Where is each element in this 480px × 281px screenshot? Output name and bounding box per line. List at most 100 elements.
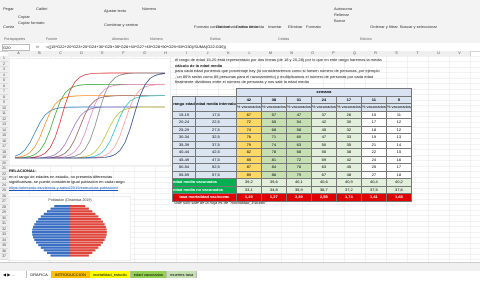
column-header[interactable]: L xyxy=(239,51,261,56)
column-header[interactable]: V xyxy=(449,51,471,56)
row-header[interactable]: 30 xyxy=(0,215,8,221)
row-header[interactable]: 20 xyxy=(0,160,8,166)
column-header[interactable]: R xyxy=(365,51,387,56)
column-header[interactable]: M xyxy=(260,51,282,56)
column-header[interactable]: K xyxy=(218,51,240,56)
column-header[interactable]: F xyxy=(113,51,135,56)
column-header[interactable]: A xyxy=(8,51,30,56)
tab-nav[interactable]: ◀ ▶ … xyxy=(0,271,27,278)
row-header[interactable]: 22 xyxy=(0,171,8,177)
sheet-tab[interactable]: INTRODUCCION xyxy=(51,271,90,278)
column-header[interactable]: E xyxy=(92,51,114,56)
pct-cell: 18 xyxy=(385,170,412,179)
row-header[interactable]: 21 xyxy=(0,166,8,172)
ribbon-button[interactable]: Cortar xyxy=(3,24,15,29)
sheet-tab[interactable]: mortalidad_estudio xyxy=(89,271,131,278)
ribbon-button[interactable]: Autosuma xyxy=(334,6,353,11)
row-header[interactable]: 32 xyxy=(0,226,8,232)
sheet-tab[interactable]: muertes tasa xyxy=(167,271,198,278)
row-header[interactable]: 35 xyxy=(0,243,8,249)
column-header[interactable]: B xyxy=(29,51,51,56)
note-line: en el rango de edades en estudio, no pre… xyxy=(9,173,113,179)
row-header[interactable]: 17 xyxy=(0,144,8,150)
ribbon-button[interactable]: Ajustar texto xyxy=(104,8,127,13)
ribbon-button[interactable]: Buscar y seleccionar xyxy=(400,24,437,29)
ribbon-button[interactable]: Combinar y centrar xyxy=(104,22,139,27)
ribbon-button[interactable]: Borrar xyxy=(334,18,346,23)
row-header[interactable]: 27 xyxy=(0,199,8,205)
row-header[interactable]: 36 xyxy=(0,248,8,254)
ribbon-button[interactable]: Pegar xyxy=(3,6,14,11)
sheet-tab[interactable]: edad vacunados xyxy=(130,271,168,278)
row-header[interactable]: 2 xyxy=(0,61,8,67)
ribbon-button[interactable]: Insertar xyxy=(268,24,282,29)
summary-cell: 40,4 xyxy=(360,178,387,187)
row-header[interactable]: 29 xyxy=(0,210,8,216)
ribbon-button[interactable]: Copiar xyxy=(18,14,30,19)
column-header[interactable]: I xyxy=(176,51,198,56)
pct-cell: 55 xyxy=(310,148,337,157)
row-header[interactable]: 6 xyxy=(0,83,8,89)
row-header[interactable]: 23 xyxy=(0,177,8,183)
column-header[interactable]: J xyxy=(197,51,219,56)
column-header[interactable]: H xyxy=(155,51,177,56)
row-header[interactable]: 4 xyxy=(0,72,8,78)
row-header[interactable]: 7 xyxy=(0,89,8,95)
sheet-tab[interactable]: GRAFICA xyxy=(27,271,52,278)
row-header[interactable]: 37 xyxy=(0,254,8,260)
ribbon: Pegar Cortar Copiar Copiar formato Calibri Aj… xyxy=(0,0,480,44)
row-header[interactable]: 14 xyxy=(0,127,8,133)
row-header[interactable]: 31 xyxy=(0,221,8,227)
formula-text[interactable]: =((15*G22+20*G23+25*G24+30*G25+35*G26+40… xyxy=(46,44,227,49)
summary-cell: 2,55 xyxy=(310,193,337,202)
explanation: el rango de edad 15-20 está representado… xyxy=(175,57,382,85)
summary-cell: 33,1 xyxy=(235,185,262,194)
row-header[interactable]: 5 xyxy=(0,78,8,84)
row-header[interactable]: 10 xyxy=(0,105,8,111)
row-header[interactable]: 34 xyxy=(0,237,8,243)
column-header[interactable]: G xyxy=(134,51,156,56)
hyperlink[interactable]: https://elmundo.es/ciencia-y-salud/2019/… xyxy=(9,184,118,190)
row-header[interactable]: 33 xyxy=(0,232,8,238)
ribbon-button[interactable]: Formato xyxy=(306,24,321,29)
column-header[interactable]: C xyxy=(50,51,72,56)
column-header[interactable]: N xyxy=(281,51,303,56)
table-row: % vacunados% vacunados% vacunados% vacun… xyxy=(173,103,412,112)
row-header[interactable]: 24 xyxy=(0,182,8,188)
row-header[interactable]: 25 xyxy=(0,188,8,194)
row-header[interactable]: 8 xyxy=(0,94,8,100)
ribbon-button[interactable]: Estilos de celda xyxy=(236,24,265,29)
ribbon-button[interactable]: Calibri xyxy=(36,6,48,11)
column-header[interactable]: O xyxy=(302,51,324,56)
ribbon-button[interactable]: Ordenar y filtrar xyxy=(370,24,398,29)
pyramid-bar-left xyxy=(36,220,70,223)
row-header[interactable]: 1 xyxy=(0,56,8,62)
row-header[interactable]: 18 xyxy=(0,149,8,155)
row-header[interactable]: 28 xyxy=(0,204,8,210)
row-header[interactable]: 11 xyxy=(0,111,8,117)
row-header[interactable]: 16 xyxy=(0,138,8,144)
row-header[interactable]: 9 xyxy=(0,100,8,106)
column-header[interactable]: Q xyxy=(344,51,366,56)
column-header[interactable]: D xyxy=(71,51,93,56)
ribbon-button[interactable]: Número xyxy=(142,6,157,11)
ribbon-button[interactable]: Dar formato como tabla xyxy=(216,24,258,29)
row-header[interactable]: 19 xyxy=(0,155,8,161)
ribbon-button[interactable]: Eliminar xyxy=(288,24,303,29)
column-header[interactable]: S xyxy=(386,51,408,56)
row-header[interactable]: 15 xyxy=(0,133,8,139)
ribbon-button[interactable]: Copiar formato xyxy=(18,20,45,25)
ribbon-button[interactable]: Formato condicional xyxy=(194,24,231,29)
pyramid-bar-left xyxy=(38,218,70,221)
column-header[interactable]: T xyxy=(407,51,429,56)
table-row: 35-39 37,5 79 74 63 50 35 21 14 xyxy=(172,140,412,149)
row-header[interactable]: 3 xyxy=(0,67,8,73)
row-header[interactable]: 13 xyxy=(0,122,8,128)
row-header[interactable]: 26 xyxy=(0,193,8,199)
column-header[interactable]: P xyxy=(323,51,345,56)
name-box[interactable]: G20 xyxy=(2,44,30,51)
row-header[interactable]: 12 xyxy=(0,116,8,122)
ribbon-button[interactable]: Rellenar xyxy=(334,12,349,17)
column-header[interactable]: U xyxy=(428,51,450,56)
